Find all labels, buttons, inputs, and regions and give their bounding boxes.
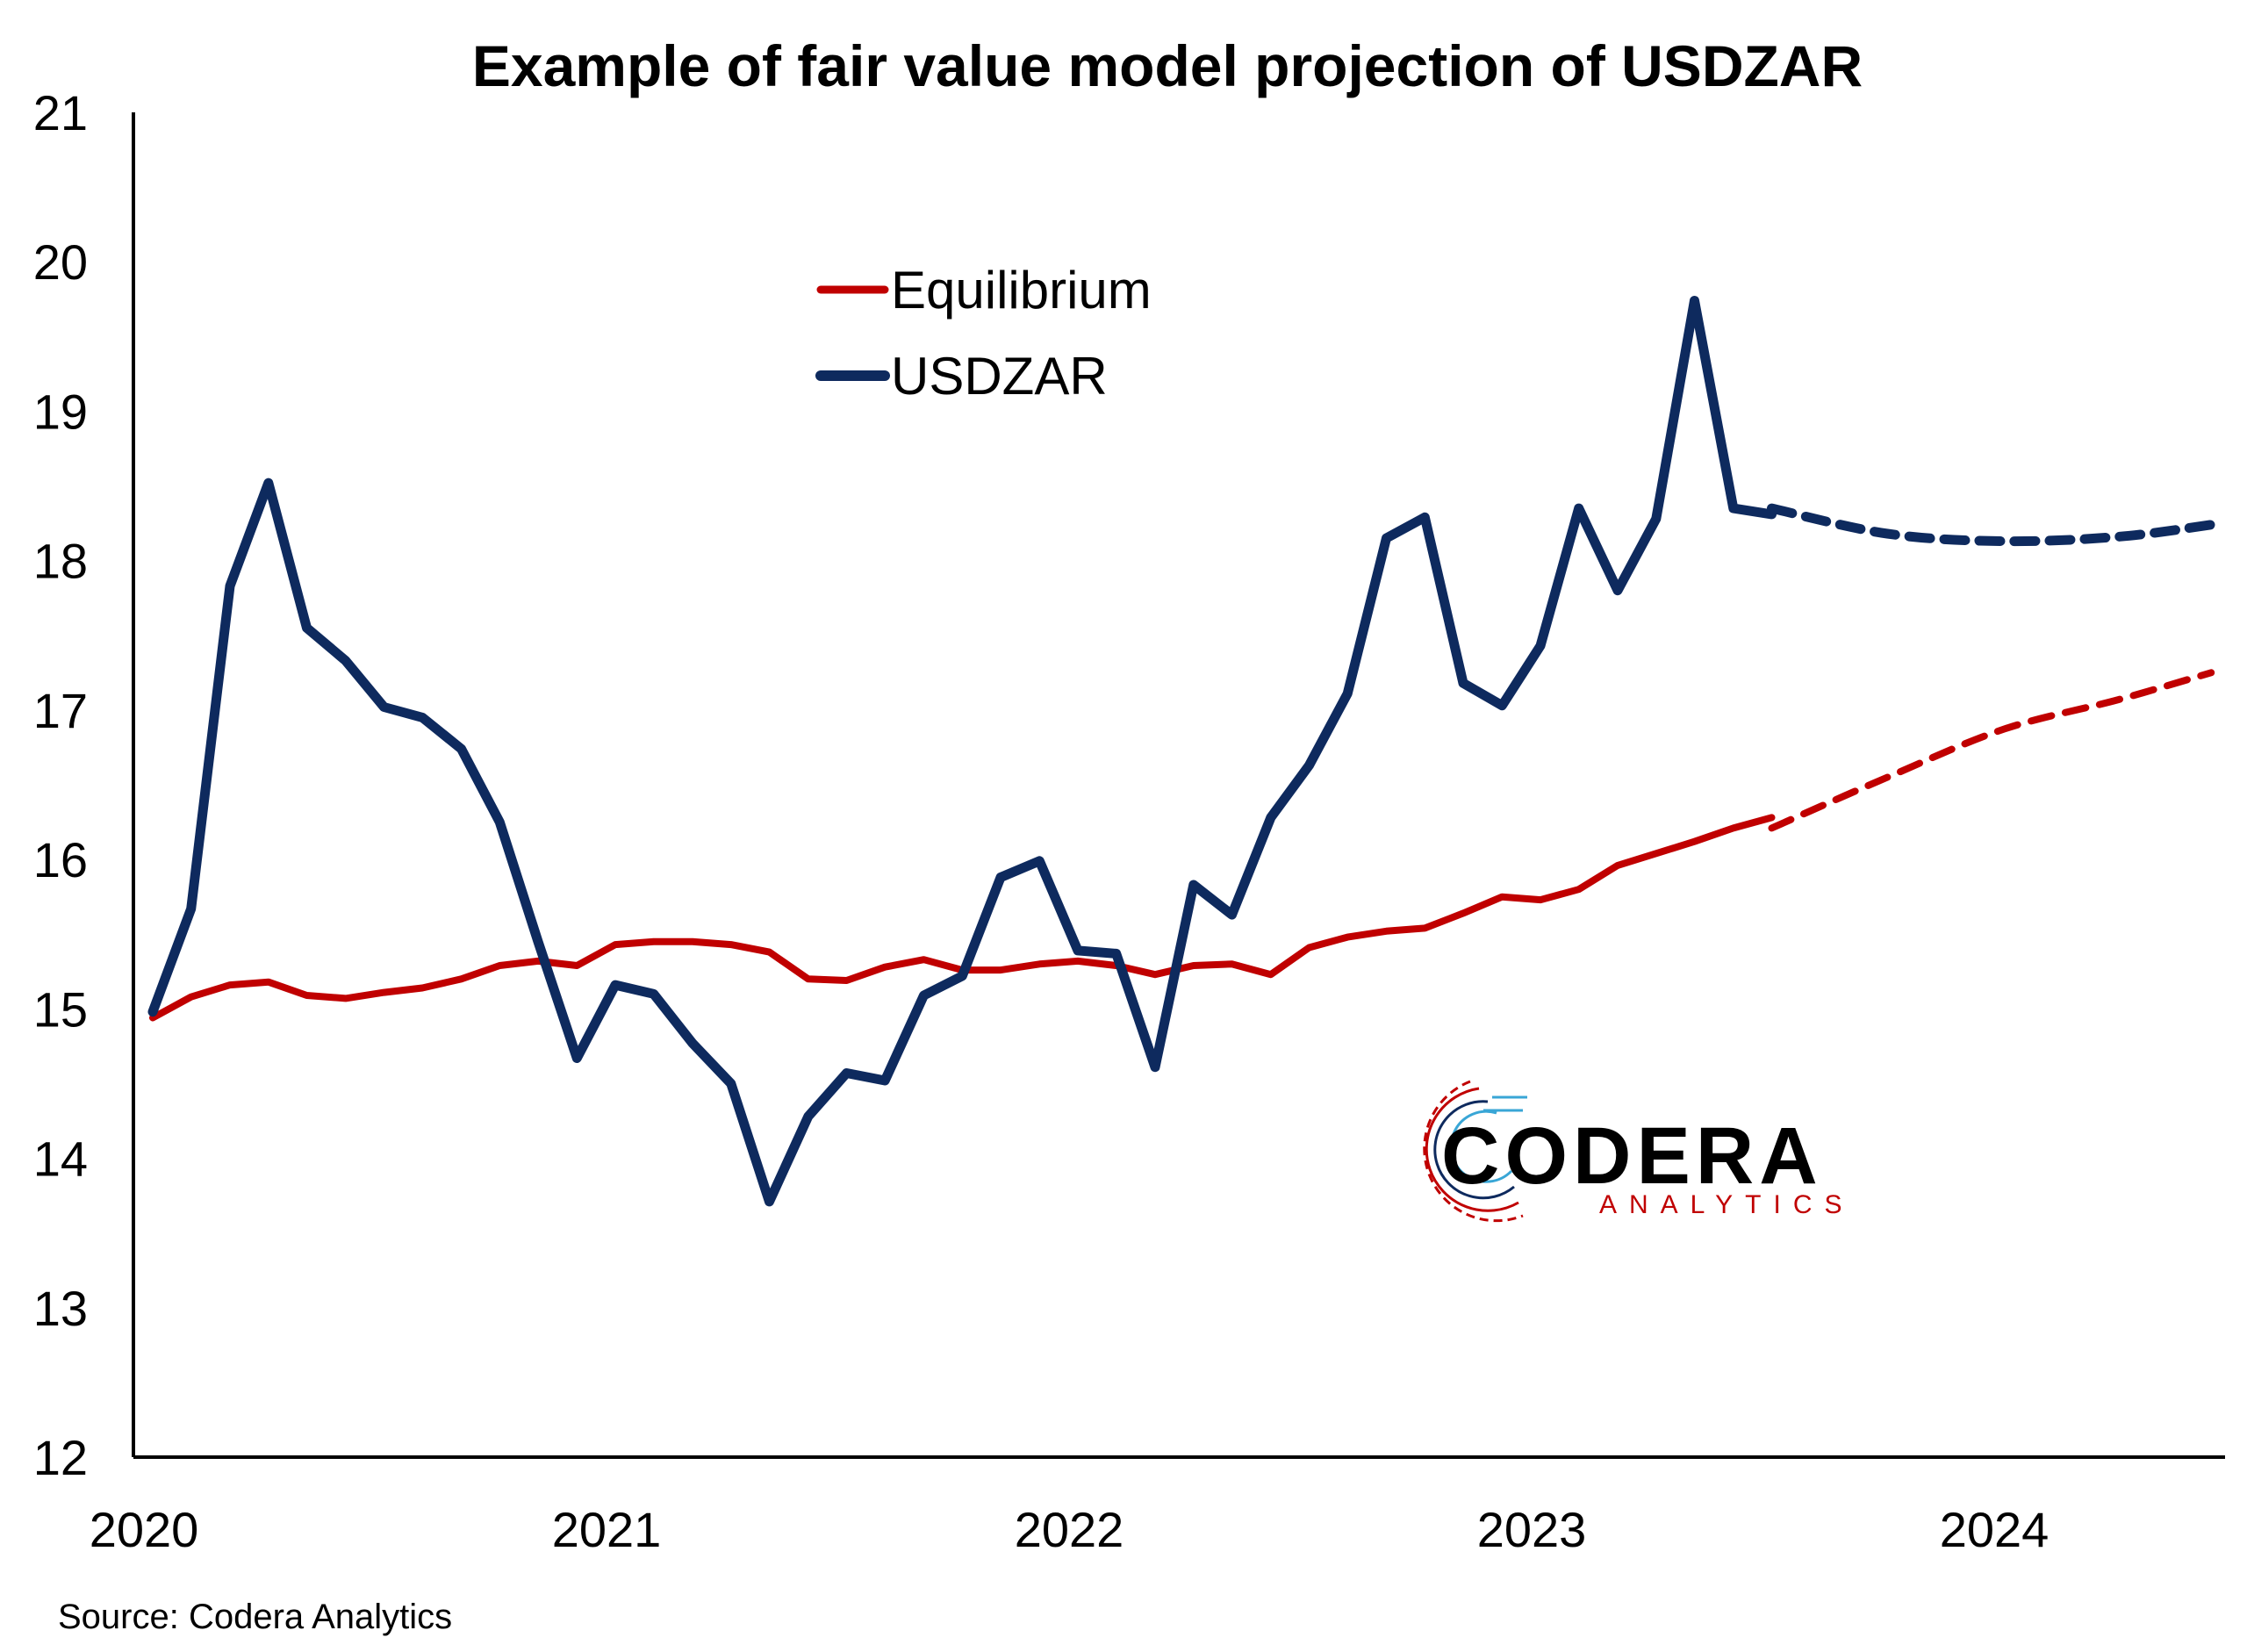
y-tick-label: 18 — [33, 534, 88, 589]
legend-label-equilibrium: Equilibrium — [891, 261, 1152, 320]
series-line-usdzar — [147, 296, 1777, 1207]
legend-label-usdzar: USDZAR — [891, 347, 1108, 406]
projection-line-usdzar — [1767, 503, 2216, 547]
series-layer — [147, 296, 2216, 1207]
y-axis-ticks: 12 13 14 15 16 17 18 19 20 21 — [33, 85, 88, 1485]
logo-subtitle: ANALYTICS — [1599, 1190, 1855, 1219]
x-tick-label: 2024 — [1940, 1502, 2050, 1557]
y-tick-label: 14 — [33, 1131, 88, 1187]
y-tick-label: 12 — [33, 1430, 88, 1485]
x-tick-label: 2021 — [552, 1502, 662, 1557]
y-tick-label: 19 — [33, 384, 88, 439]
y-tick-label: 15 — [33, 981, 88, 1037]
x-axis-ticks: 2020 2021 2022 2023 2024 — [90, 1502, 2050, 1557]
source-note: Source: Codera Analytics — [58, 1598, 452, 1636]
x-tick-label: 2020 — [90, 1502, 199, 1557]
series-line-equilibrium — [149, 814, 1776, 1022]
legend: Equilibrium USDZAR — [815, 261, 1152, 406]
y-tick-label: 17 — [33, 683, 88, 738]
logo-wordmark: CODERA — [1441, 1111, 1823, 1201]
logo-arc-icon — [1423, 1080, 1527, 1223]
chart-title: Example of fair value model projection o… — [472, 33, 1863, 98]
x-tick-label: 2022 — [1015, 1502, 1124, 1557]
y-tick-label: 16 — [33, 832, 88, 887]
y-tick-label: 13 — [33, 1281, 88, 1336]
x-tick-label: 2023 — [1477, 1502, 1587, 1557]
y-tick-label: 20 — [33, 234, 88, 290]
projection-line-equilibrium — [1768, 669, 2215, 832]
y-tick-label: 21 — [33, 85, 88, 140]
codera-logo: CODERA ANALYTICS — [1423, 1080, 1855, 1223]
